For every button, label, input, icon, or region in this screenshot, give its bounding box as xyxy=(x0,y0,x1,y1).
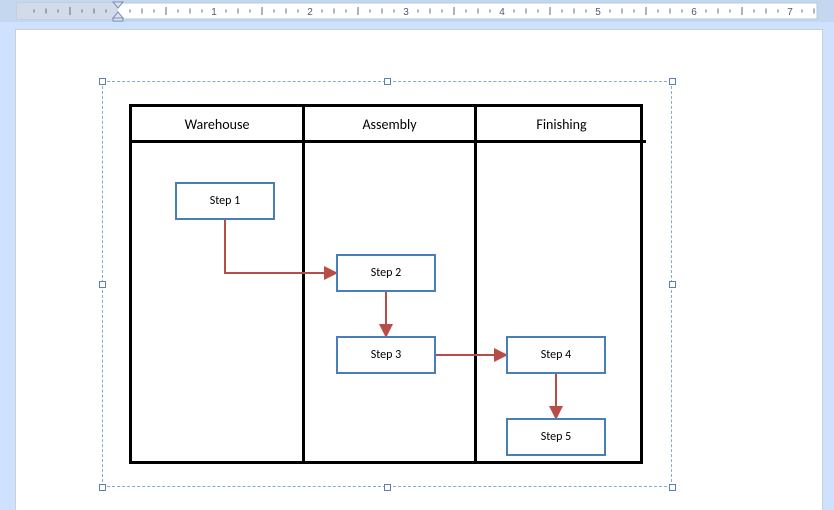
step-label: Step 2 xyxy=(371,266,401,280)
ruler-number: 3 xyxy=(403,7,409,18)
selection-handle[interactable] xyxy=(384,484,391,491)
step-box-s4[interactable]: Step 4 xyxy=(506,336,606,374)
lane-finishing[interactable]: Finishing xyxy=(474,107,646,461)
ruler-number: 4 xyxy=(499,7,505,18)
selection-handle[interactable] xyxy=(669,484,676,491)
step-box-s3[interactable]: Step 3 xyxy=(336,336,436,374)
workspace: WarehouseAssemblyFinishing Step 1 Step 2 S… xyxy=(0,22,834,510)
ruler-number: 6 xyxy=(691,7,697,18)
selection-handle[interactable] xyxy=(669,78,676,85)
lane-header: Assembly xyxy=(305,107,474,143)
ruler-number: 1 xyxy=(211,7,217,18)
ruler: 1 2 3 4 5 6 7 xyxy=(0,0,834,23)
lane-warehouse[interactable]: Warehouse xyxy=(132,107,302,461)
step-label: Step 3 xyxy=(371,348,401,362)
selection-handle[interactable] xyxy=(99,484,106,491)
lane-header: Warehouse xyxy=(132,107,302,143)
selection-handle[interactable] xyxy=(99,281,106,288)
step-box-s1[interactable]: Step 1 xyxy=(175,182,275,220)
selection-handle[interactable] xyxy=(669,281,676,288)
step-box-s5[interactable]: Step 5 xyxy=(506,418,606,456)
ruler-number: 5 xyxy=(595,7,601,18)
step-box-s2[interactable]: Step 2 xyxy=(336,254,436,292)
step-label: Step 1 xyxy=(210,194,240,208)
selection-handle[interactable] xyxy=(384,78,391,85)
ruler-number: 2 xyxy=(307,7,313,18)
lane-header: Finishing xyxy=(477,107,646,143)
page: WarehouseAssemblyFinishing Step 1 Step 2 S… xyxy=(16,30,822,510)
step-label: Step 4 xyxy=(541,348,571,362)
ruler-number: 7 xyxy=(787,7,793,18)
step-label: Step 5 xyxy=(541,430,571,444)
selection-handle[interactable] xyxy=(99,78,106,85)
